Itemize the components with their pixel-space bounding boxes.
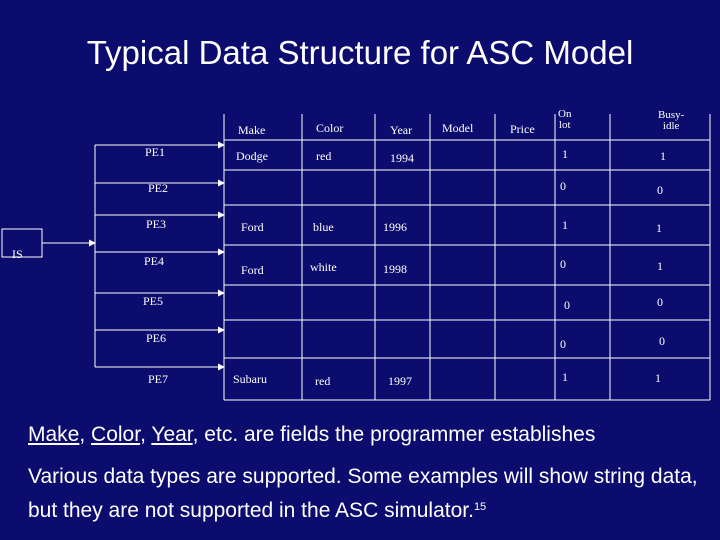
fields-rest: , etc. are fields the programmer establi… (192, 423, 596, 446)
cell-color: red (315, 374, 331, 388)
cell-color: white (310, 260, 337, 274)
pe-label-1: PE1 (145, 145, 166, 159)
header-busy-line2: idle (662, 120, 680, 132)
header-on-lot: On lot (558, 109, 571, 131)
header-busy-line1: Busy- (658, 109, 685, 121)
cell-on-lot: 1 (562, 147, 568, 161)
page-number: 15 (473, 501, 487, 513)
field-make: Make (28, 423, 80, 446)
data-types-paragraph: Various data types are supported. Some e… (28, 462, 708, 526)
header-on-lot-line2: lot (558, 119, 571, 131)
cell-on-lot: 0 (560, 337, 566, 351)
cell-year: 1998 (383, 262, 407, 276)
header-year: Year (390, 123, 413, 137)
cell-on-lot: 0 (564, 298, 570, 312)
sep-2: , (140, 423, 152, 446)
pe-label-5: PE5 (143, 294, 164, 308)
cell-year: 1996 (383, 220, 407, 234)
pe-label-6: PE6 (146, 331, 167, 345)
header-on-lot-line1: On (558, 108, 572, 120)
fields-sentence: Make, Color, Year, etc. are fields the p… (28, 423, 595, 447)
cell-color: red (316, 149, 332, 163)
cell-busy: 1 (656, 221, 662, 235)
is-label: IS (12, 247, 23, 261)
pe-label-2: PE2 (148, 181, 169, 195)
cell-busy: 0 (659, 334, 665, 348)
cell-make: Ford (241, 263, 264, 277)
field-year: Year (151, 423, 193, 446)
sep-1: , (79, 423, 92, 446)
cell-busy: 1 (657, 259, 663, 273)
cell-make: Ford (241, 220, 264, 234)
cell-on-lot: 0 (560, 257, 566, 271)
field-color: Color (91, 423, 141, 446)
data-types-text: Various data types are supported. Some e… (28, 465, 698, 522)
cell-on-lot: 1 (562, 218, 568, 232)
cell-make: Dodge (236, 149, 268, 163)
cell-busy: 1 (660, 149, 666, 163)
cell-busy: 0 (657, 295, 663, 309)
cell-make: Subaru (233, 372, 267, 386)
slide-title: Typical Data Structure for ASC Model (86, 34, 634, 71)
cell-color: blue (313, 220, 334, 234)
pe-label-7: PE7 (148, 372, 169, 386)
cell-busy: 1 (655, 371, 661, 385)
pe-label-4: PE4 (144, 254, 165, 268)
cell-year: 1994 (390, 151, 414, 165)
cell-on-lot: 1 (562, 370, 568, 384)
cell-year: 1997 (388, 374, 412, 388)
cell-on-lot: 0 (560, 179, 566, 193)
header-price: Price (510, 122, 535, 136)
header-model: Model (442, 121, 474, 135)
cell-busy: 0 (657, 183, 663, 197)
header-busy-idle: Busy- idle (658, 110, 684, 132)
header-color: Color (316, 121, 344, 135)
pe-label-3: PE3 (146, 217, 167, 231)
header-make: Make (238, 123, 266, 137)
